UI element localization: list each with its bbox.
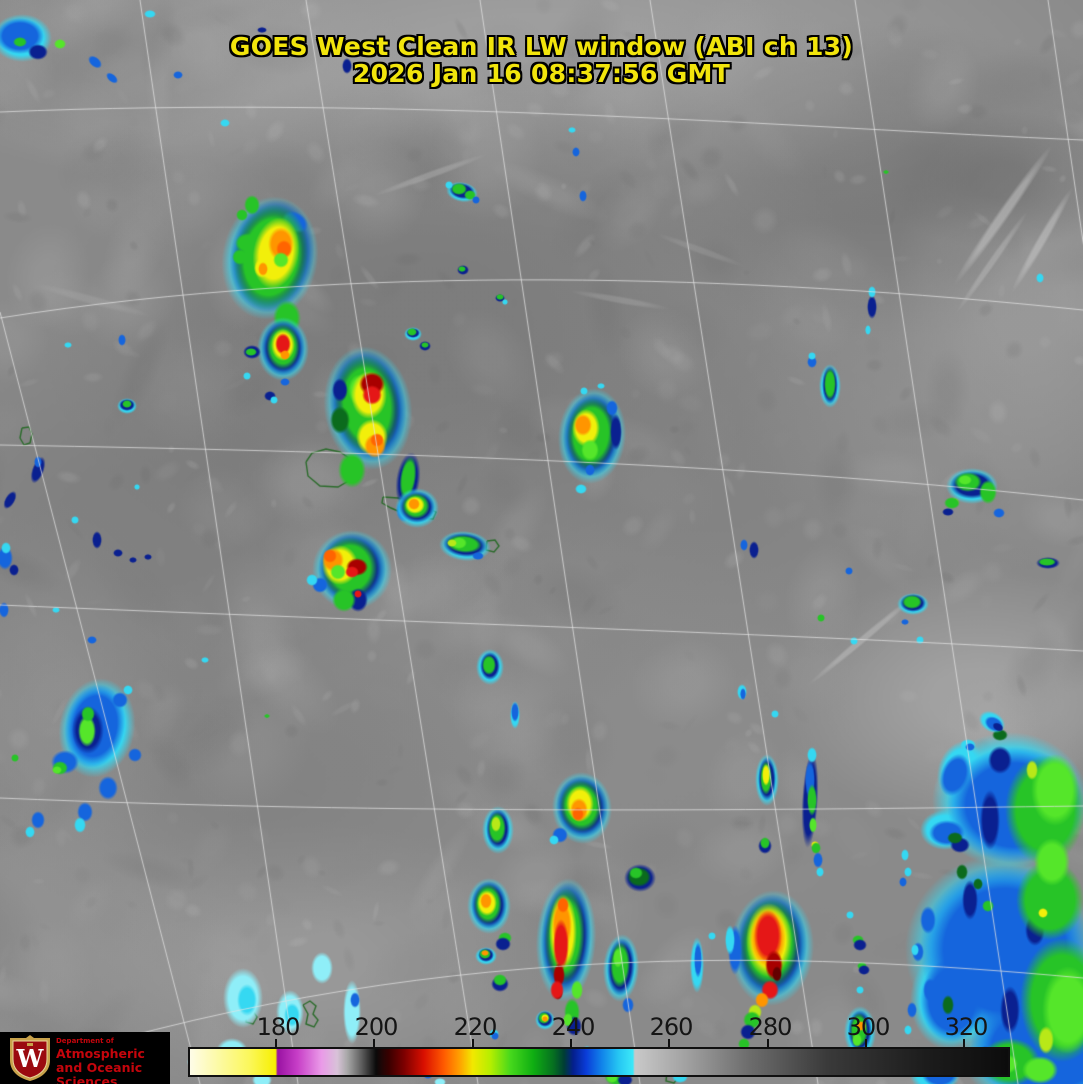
colorbar-tick-label: 280 (748, 1013, 793, 1041)
colorbar-tick-label: 240 (551, 1013, 596, 1041)
colorbar-tick-label: 220 (453, 1013, 498, 1041)
temperature-colorbar (188, 1047, 1010, 1077)
aos-logo: W Department of Atmospheric and Oceanic … (0, 1032, 170, 1084)
logo-department-label: Department of (56, 1037, 114, 1045)
colorbar-tick-label: 180 (256, 1013, 301, 1041)
logo-line2: and Oceanic Sciences (56, 1060, 143, 1084)
colorbar-tick-label: 200 (354, 1013, 399, 1041)
uw-crest-icon: W (10, 1035, 50, 1081)
colorbar-tick-label: 300 (846, 1013, 891, 1041)
colorbar-tick (373, 1039, 375, 1047)
colorbar-tick (865, 1039, 867, 1047)
crest-letter: W (16, 1044, 45, 1073)
colorbar-tick (275, 1039, 277, 1047)
colorbar-tick (767, 1039, 769, 1047)
colorbar-tick (963, 1039, 965, 1047)
colorbar-tick (668, 1039, 670, 1047)
logo-line1: Atmospheric (56, 1046, 145, 1061)
colorbar-tick-label: 320 (944, 1013, 989, 1041)
colorbar-tick (570, 1039, 572, 1047)
colorbar-tick (472, 1039, 474, 1047)
image-title: GOES West Clean IR LW window (ABI ch 13) (229, 32, 854, 61)
image-timestamp: 2026 Jan 16 08:37:56 GMT (352, 59, 731, 88)
colorbar-tick-label: 260 (649, 1013, 694, 1041)
